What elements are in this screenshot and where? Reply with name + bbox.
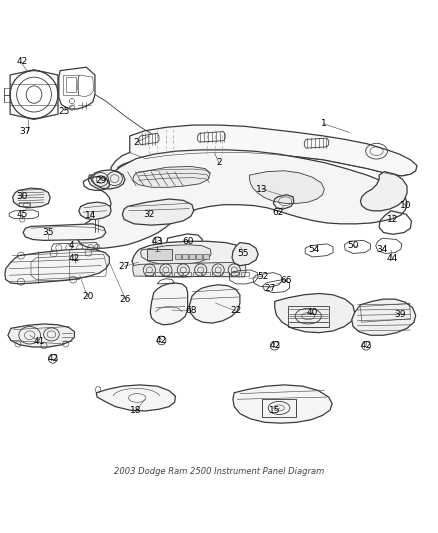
Bar (145, 272, 153, 276)
Text: 40: 40 (307, 308, 318, 317)
Bar (193, 272, 201, 276)
Bar (184, 272, 191, 276)
Text: 14: 14 (85, 211, 96, 220)
Bar (174, 272, 182, 276)
Polygon shape (233, 385, 332, 423)
Polygon shape (250, 171, 324, 204)
Text: 22: 22 (230, 306, 241, 316)
Polygon shape (232, 243, 258, 265)
Bar (241, 272, 249, 276)
Text: 30: 30 (17, 192, 28, 201)
Polygon shape (133, 262, 246, 277)
Polygon shape (132, 241, 247, 277)
Text: 20: 20 (82, 293, 93, 302)
Bar (66, 77, 76, 92)
Bar (63, 75, 78, 94)
Text: 13: 13 (256, 184, 268, 193)
Polygon shape (79, 202, 111, 220)
Text: 25: 25 (59, 108, 70, 117)
Text: 60: 60 (182, 237, 194, 246)
Text: 35: 35 (42, 228, 54, 237)
Text: 42: 42 (47, 354, 58, 364)
Text: 45: 45 (17, 210, 28, 219)
Polygon shape (352, 299, 416, 335)
Text: 44: 44 (387, 254, 398, 263)
Text: 10: 10 (399, 201, 411, 210)
Text: 54: 54 (308, 246, 320, 254)
Text: 26: 26 (120, 295, 131, 304)
Polygon shape (133, 166, 210, 187)
Text: 29: 29 (95, 176, 106, 185)
Polygon shape (91, 170, 125, 189)
Polygon shape (360, 172, 407, 211)
Bar (155, 272, 162, 276)
Text: 2: 2 (216, 158, 222, 167)
Text: 2003 Dodge Ram 2500 Instrument Panel Diagram: 2003 Dodge Ram 2500 Instrument Panel Dia… (114, 467, 324, 477)
Text: 42: 42 (269, 341, 280, 350)
Polygon shape (8, 324, 74, 347)
Bar (203, 254, 208, 259)
Polygon shape (13, 188, 50, 208)
Polygon shape (5, 249, 110, 284)
Bar (212, 272, 220, 276)
Text: 27: 27 (118, 262, 130, 271)
Text: 2: 2 (134, 138, 139, 147)
Polygon shape (189, 285, 240, 323)
Polygon shape (96, 385, 176, 411)
Bar (231, 272, 239, 276)
Text: 42: 42 (156, 336, 167, 345)
Bar (183, 254, 187, 259)
Text: 42: 42 (17, 58, 28, 67)
Text: 32: 32 (144, 210, 155, 219)
Text: 42: 42 (360, 341, 372, 350)
Bar (202, 272, 210, 276)
Text: 1: 1 (321, 119, 326, 128)
Bar (147, 249, 173, 260)
Bar (189, 254, 194, 259)
Polygon shape (275, 294, 355, 333)
Polygon shape (150, 283, 187, 325)
Polygon shape (141, 245, 211, 265)
Text: 66: 66 (281, 276, 292, 285)
Text: 37: 37 (20, 127, 31, 136)
Bar (164, 272, 172, 276)
Text: 4: 4 (68, 241, 74, 250)
Bar (222, 272, 230, 276)
Text: 15: 15 (269, 407, 280, 416)
Text: 34: 34 (377, 246, 388, 254)
Text: 52: 52 (257, 272, 268, 280)
Text: 50: 50 (347, 241, 359, 250)
Polygon shape (78, 150, 407, 248)
Text: 68: 68 (185, 306, 197, 316)
Text: 39: 39 (394, 310, 405, 319)
Text: 12: 12 (387, 215, 399, 224)
Text: 42: 42 (69, 254, 80, 263)
Text: 43: 43 (152, 237, 163, 246)
Bar (196, 254, 201, 259)
Polygon shape (111, 125, 417, 182)
Text: 62: 62 (272, 207, 283, 216)
Text: 27: 27 (265, 284, 276, 293)
Bar (288, 305, 329, 327)
Bar (176, 254, 181, 259)
Text: 41: 41 (34, 337, 46, 346)
Text: 55: 55 (237, 249, 249, 258)
Bar (261, 399, 297, 417)
Bar (19, 202, 30, 206)
Polygon shape (23, 224, 106, 240)
Polygon shape (122, 199, 194, 225)
Text: 18: 18 (130, 407, 141, 416)
